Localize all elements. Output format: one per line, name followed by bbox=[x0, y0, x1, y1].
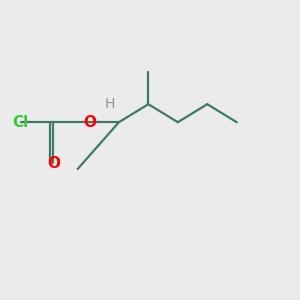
Text: O: O bbox=[47, 156, 60, 171]
Text: O: O bbox=[83, 115, 96, 130]
Text: H: H bbox=[105, 97, 115, 111]
Text: Cl: Cl bbox=[13, 115, 29, 130]
